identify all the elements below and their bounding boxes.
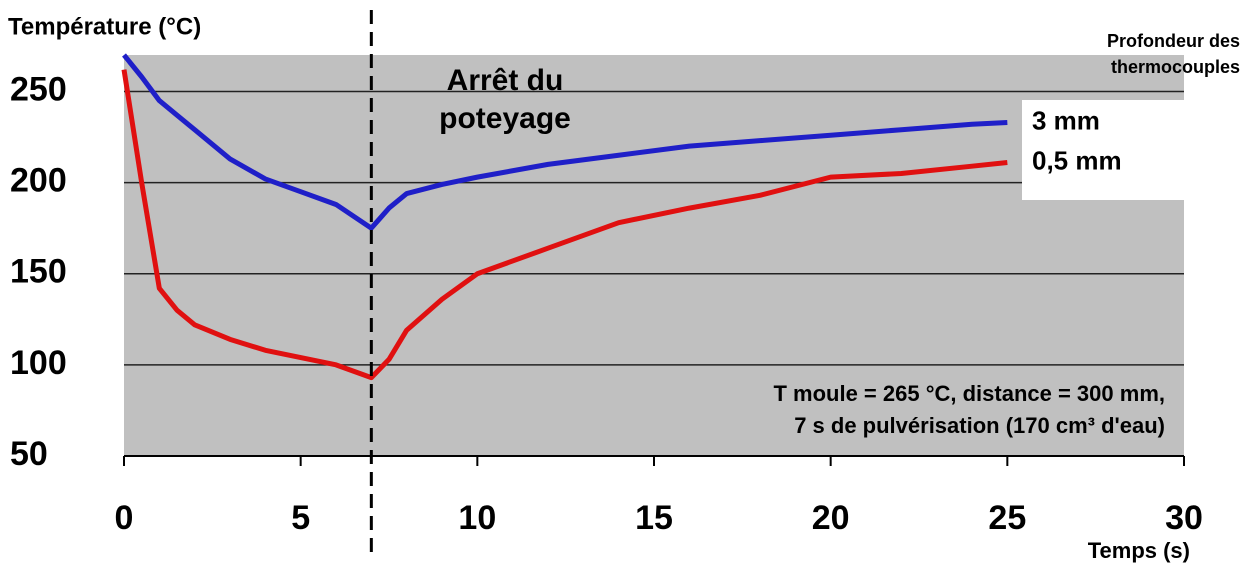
series-label: 3 mm [1032, 105, 1100, 135]
y-tick-label: 100 [10, 344, 67, 382]
event-label: poteyage [439, 102, 571, 135]
y-tick-label: 250 [10, 70, 67, 108]
x-tick-label: 30 [1165, 499, 1203, 537]
y-tick-label: 200 [10, 162, 67, 200]
x-tick-label: 10 [458, 499, 496, 537]
y-axis-label: Température (°C) [8, 13, 201, 40]
x-tick-label: 5 [291, 499, 310, 537]
x-tick-label: 20 [812, 499, 850, 537]
annotation: T moule = 265 °C, distance = 300 mm, [773, 381, 1165, 406]
x-tick-label: 0 [115, 499, 134, 537]
annotation: 7 s de pulvérisation (170 cm³ d'eau) [794, 413, 1165, 438]
series-line [122, 53, 1008, 231]
event-label: Arrêt du [447, 64, 564, 97]
plot-area [124, 55, 1184, 456]
series-label: 0,5 mm [1032, 145, 1122, 175]
legend-title: thermocouples [1111, 57, 1240, 77]
y-tick-label: 150 [10, 253, 67, 291]
series-line [121, 69, 1008, 381]
legend-title: Profondeur des [1107, 31, 1240, 51]
legend-box [1022, 100, 1192, 200]
y-tick-label: 50 [10, 435, 48, 473]
x-axis-label: Temps (s) [1088, 538, 1190, 563]
x-tick-label: 25 [988, 499, 1026, 537]
x-tick-label: 15 [635, 499, 673, 537]
